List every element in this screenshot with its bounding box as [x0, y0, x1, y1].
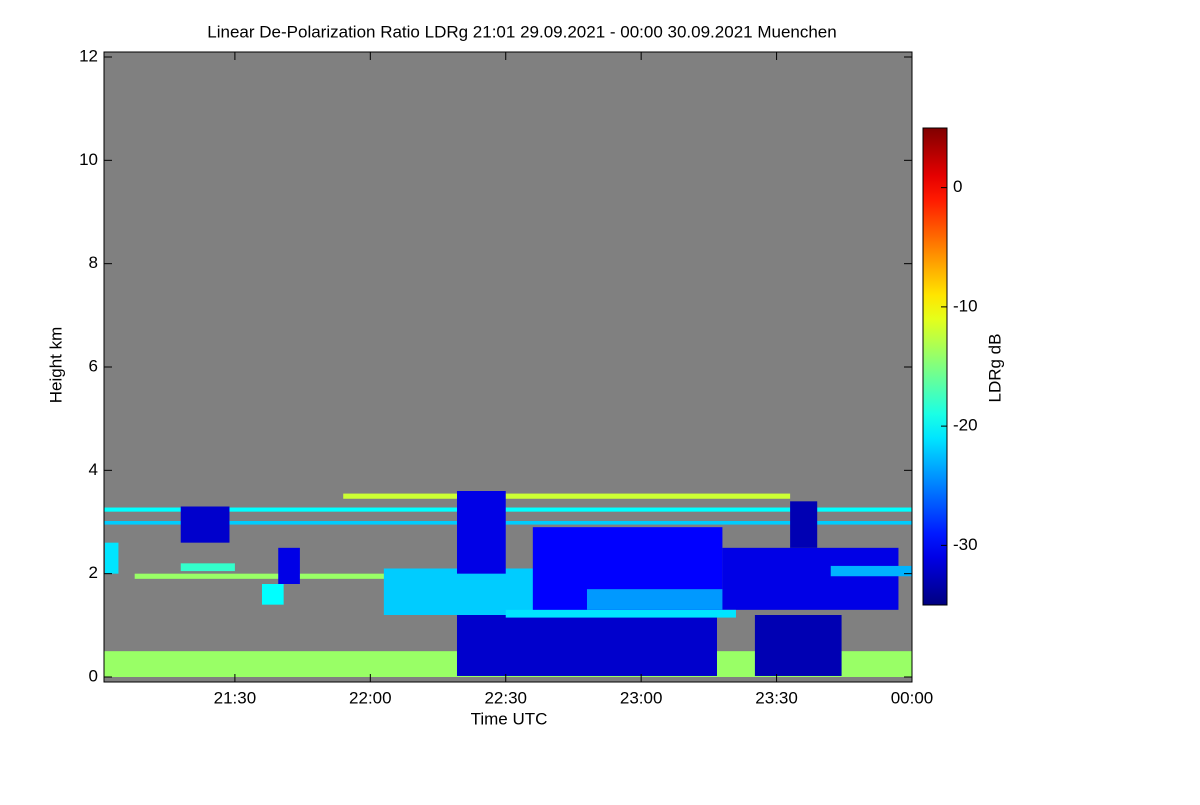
data-region: [722, 547, 899, 610]
data-region: [456, 491, 506, 574]
x-tick-label: 22:30: [484, 688, 527, 707]
chart-title: Linear De-Polarization Ratio LDRg 21:01 …: [207, 22, 836, 41]
x-tick-label: 00:00: [891, 688, 934, 707]
data-region: [278, 547, 300, 584]
x-tick-label: 21:30: [214, 688, 257, 707]
y-axis-label: Height km: [46, 327, 65, 404]
y-tick-label: 2: [89, 563, 98, 582]
x-tick-label: 22:00: [349, 688, 392, 707]
x-tick-label: 23:00: [620, 688, 663, 707]
data-region: [180, 563, 235, 572]
data-region: [586, 589, 723, 610]
y-tick-label: 12: [79, 46, 98, 65]
data-region: [343, 493, 791, 499]
y-tick-label: 10: [79, 150, 98, 169]
colorbar-label: LDRg dB: [985, 334, 1004, 403]
colorbar-tick-label: 0: [953, 177, 962, 196]
data-region: [505, 609, 736, 618]
data-region: [134, 573, 411, 579]
data-region: [104, 542, 119, 574]
data-region: [456, 615, 717, 676]
data-region: [790, 501, 818, 548]
data-region: [754, 615, 842, 676]
data-region: [830, 565, 912, 577]
data-region: [180, 506, 230, 543]
y-tick-label: 0: [89, 666, 98, 685]
colorbar-tick-label: -30: [953, 535, 978, 554]
colorbar: [922, 127, 948, 606]
colorbar-tick-label: -10: [953, 296, 978, 315]
heatmap: [104, 491, 912, 677]
y-tick-label: 8: [89, 253, 98, 272]
data-region: [261, 584, 284, 605]
data-region: [104, 520, 912, 525]
colorbar-tick-label: -20: [953, 416, 978, 435]
y-tick-label: 6: [89, 356, 98, 375]
y-tick-label: 4: [89, 460, 98, 479]
x-tick-label: 23:30: [755, 688, 798, 707]
x-axis-label: Time UTC: [471, 709, 548, 728]
data-region: [104, 507, 912, 512]
